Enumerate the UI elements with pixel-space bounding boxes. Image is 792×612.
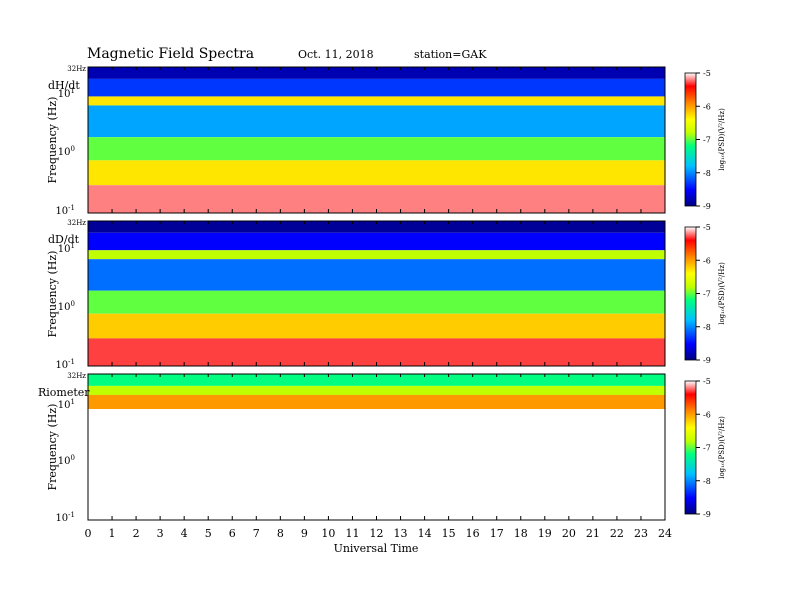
x-tick-label: 4 (181, 527, 188, 540)
colorbar-tick-label: -6 (703, 410, 711, 419)
spectrogram-band (88, 105, 665, 138)
colorbar-tick-label: -7 (703, 444, 711, 453)
colorbar-gradient (684, 380, 697, 515)
colorbar-label: log₁₀(PSD)(V²/Hz) (718, 108, 726, 171)
x-tick-label: 6 (229, 527, 236, 540)
panel-riometer-ylabel: Frequency (Hz) (46, 404, 59, 491)
colorbar-tick-label: -8 (703, 477, 711, 486)
x-tick-label: 0 (85, 527, 92, 540)
spectrogram-band (88, 409, 665, 520)
panel-dh-dt-name: dH/dt (48, 79, 80, 92)
colorbar-tick-label: -5 (703, 223, 711, 232)
panel-riometer-ytick-01: 10-1 (55, 511, 75, 524)
spectrogram-band (88, 290, 665, 314)
panel-riometer-top-label: 32Hz (67, 372, 86, 380)
panel-dd-dt-name: dD/dt (48, 233, 80, 246)
x-tick-label: 3 (157, 527, 164, 540)
panel-riometer-spectrogram (88, 374, 665, 520)
panel-dh-dt-top-label: 32Hz (67, 65, 86, 73)
panel-dd-dt-ytick-10: 101 (58, 242, 75, 255)
x-tick-label: 8 (277, 527, 284, 540)
spectrogram-band (88, 67, 665, 79)
x-axis-ticks (87, 67, 666, 520)
x-axis-tick-labels: 0 1 2 3 4 5 6 7 8 9 10 11 12 13 14 15 16 17 18 19 20 21 22 23 24 (85, 527, 673, 540)
panel-riometer-ytick-1: 100 (58, 454, 75, 467)
x-tick-label: 23 (634, 527, 648, 540)
x-tick-label: 19 (538, 527, 552, 540)
panel-dh-dt-ylabel: Frequency (Hz) (46, 97, 59, 184)
colorbar-tick-label: -8 (703, 169, 711, 178)
x-tick-label: 12 (370, 527, 384, 540)
colorbar-tick-label: -8 (703, 323, 711, 332)
spectrogram-band (88, 232, 665, 251)
panel-dh-dt: 32Hz dH/dt 101 100 10-1 Frequency (Hz) (46, 65, 666, 217)
colorbar-tick-label: -6 (703, 102, 711, 111)
x-tick-label: 11 (345, 527, 359, 540)
panel-dd-dt: 32Hz dD/dt 101 100 10-1 Frequency (Hz) (46, 219, 666, 371)
panel-dh-dt-spectrogram (88, 67, 665, 213)
panel-dh-dt-ytick-01: 10-1 (55, 204, 75, 217)
spectrogram-band (88, 185, 665, 213)
colorbar-tick-label: -9 (703, 202, 711, 211)
x-tick-label: 7 (253, 527, 260, 540)
panel-dd-dt-top-label: 32Hz (67, 219, 86, 227)
x-tick-label: 21 (586, 527, 600, 540)
spectrogram-band (88, 338, 665, 366)
panel-dd-dt-ytick-1: 100 (58, 300, 75, 313)
panel-dh-dt-ytick-10: 101 (58, 87, 75, 100)
colorbar-gradient (684, 226, 697, 361)
x-tick-label: 9 (301, 527, 308, 540)
x-tick-label: 13 (394, 527, 408, 540)
station-label: station=GAK (414, 48, 487, 61)
colorbar-label: log₁₀(PSD)(V²/Hz) (718, 416, 726, 479)
colorbar-panel-2: -5 -6 -7 -8 -9 log₁₀(PSD)(V²/Hz) (684, 223, 726, 365)
colorbar-label: log₁₀(PSD)(V²/Hz) (718, 262, 726, 325)
panel-riometer: 32Hz Riometer 101 100 10-1 Frequency (Hz… (38, 372, 666, 524)
x-tick-label: 16 (466, 527, 480, 540)
spectrogram-band (88, 374, 665, 386)
x-tick-label: 22 (610, 527, 624, 540)
panel-dd-dt-ytick-01: 10-1 (55, 358, 75, 371)
x-axis-label: Universal Time (334, 542, 419, 555)
spectrogram-band (88, 78, 665, 97)
x-tick-label: 5 (205, 527, 212, 540)
panel-dd-dt-spectrogram (88, 221, 665, 366)
spectrogram-band (88, 313, 665, 339)
colorbar-tick-label: -5 (703, 69, 711, 78)
colorbar-tick-label: -9 (703, 356, 711, 365)
colorbar-tick-label: -5 (703, 377, 711, 386)
x-tick-label: 1 (109, 527, 116, 540)
spectrogram-band (88, 137, 665, 161)
panel-dd-dt-ylabel: Frequency (Hz) (46, 251, 59, 338)
x-tick-label: 24 (658, 527, 672, 540)
x-tick-label: 14 (418, 527, 432, 540)
x-tick-label: 10 (321, 527, 335, 540)
panel-riometer-ytick-10: 101 (58, 398, 75, 411)
spectrogram-band (88, 96, 665, 106)
panel-dh-dt-ytick-1: 100 (58, 145, 75, 158)
spectrogram-band (88, 394, 665, 410)
x-tick-label: 20 (562, 527, 576, 540)
date-label: Oct. 11, 2018 (298, 48, 374, 61)
panel-riometer-name: Riometer (38, 386, 90, 399)
x-tick-label: 15 (442, 527, 456, 540)
x-tick-label: 17 (490, 527, 504, 540)
spectrogram-band (88, 221, 665, 233)
colorbar-gradient (684, 72, 697, 207)
spectrogram-band (88, 160, 665, 186)
figure-title: Magnetic Field Spectra (87, 46, 254, 62)
x-tick-label: 18 (514, 527, 528, 540)
colorbar-panel-3: -5 -6 -7 -8 -9 log₁₀(PSD)(V²/Hz) (684, 377, 726, 519)
x-tick-label: 2 (133, 527, 140, 540)
colorbar-tick-label: -6 (703, 256, 711, 265)
colorbar-tick-label: -9 (703, 510, 711, 519)
spectrogram-band (88, 259, 665, 291)
spectrogram-band (88, 385, 665, 395)
colorbar-tick-label: -7 (703, 136, 711, 145)
spectrogram-band (88, 250, 665, 260)
colorbar-panel-1: -5 -6 -7 -8 -9 log₁₀(PSD)(V²/Hz) (684, 69, 726, 211)
colorbar-tick-label: -7 (703, 290, 711, 299)
